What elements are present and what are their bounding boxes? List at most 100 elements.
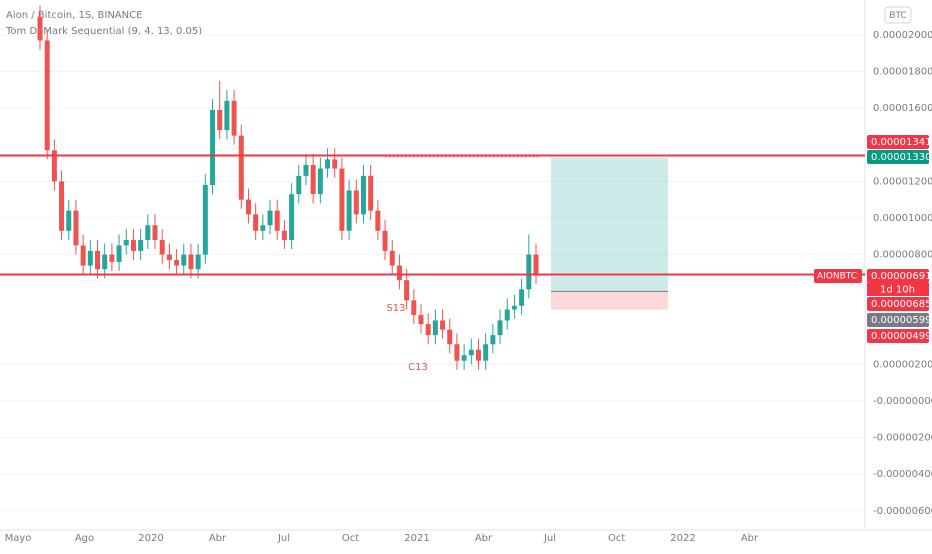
candle-body (310, 164, 316, 195)
candle-body (303, 164, 309, 176)
price-label-box (867, 269, 929, 283)
stop-zone (551, 291, 668, 310)
candle-body (123, 239, 129, 246)
candle-body (210, 109, 216, 186)
candle-body (382, 230, 388, 251)
price-label: 0.00001341 (871, 137, 931, 148)
x-tick-label: Jul (543, 533, 556, 544)
candle-body (425, 324, 431, 336)
candle-body (468, 349, 474, 356)
symbol-label: AIONBTC (817, 272, 857, 282)
candle-body (375, 210, 381, 231)
candle-body (490, 335, 496, 345)
candle-body (145, 225, 151, 240)
candle-body (181, 254, 187, 266)
candle-body (511, 305, 517, 310)
y-tick-label: 0.00001000 (873, 213, 932, 224)
price-label: 0.00000691 (871, 271, 931, 282)
x-tick-label: Abr (209, 533, 227, 544)
currency-badge-box[interactable] (884, 6, 912, 24)
price-label-box (867, 313, 929, 327)
candle-body (533, 254, 539, 275)
candle-body (37, 16, 43, 41)
candle-body (440, 320, 446, 330)
candle-body (260, 225, 266, 231)
candle-body (519, 289, 525, 306)
candle-body (411, 300, 417, 315)
countdown-box (867, 283, 929, 296)
candle-body (202, 185, 208, 255)
candle-body (159, 239, 165, 255)
price-label-box (867, 329, 929, 343)
price-label: 0.00000499 (871, 331, 931, 342)
y-tick-label: 0.00001600 (873, 103, 932, 114)
candle-body (44, 40, 50, 151)
candle-body (418, 314, 424, 325)
candle-body (238, 135, 244, 200)
y-tick-label: -0.00000400 (873, 469, 932, 480)
x-tick-label: 2020 (138, 533, 163, 544)
price-label: 0.00000599 (871, 315, 931, 326)
candle-body (454, 344, 460, 361)
candle-body (80, 245, 86, 266)
candle-body (475, 349, 481, 361)
x-tick-label: Oct (342, 533, 359, 544)
candle-body (317, 168, 323, 195)
candle-body (396, 265, 402, 281)
annotation: C13 (408, 362, 428, 373)
candle-body (231, 100, 237, 136)
y-tick-label: -0.00000200 (873, 433, 932, 444)
price-label: 0.00000685 (871, 299, 931, 310)
candle-body (339, 168, 345, 231)
candle-body (432, 320, 438, 336)
candle-body (404, 280, 410, 301)
candle-body (224, 100, 230, 131)
y-tick-label: 0.00000800 (873, 250, 932, 261)
candle-body (360, 175, 366, 215)
candle-body (346, 190, 352, 231)
price-label-box (867, 297, 929, 311)
x-tick-label: Abr (741, 533, 759, 544)
candle-body (483, 344, 489, 361)
currency-badge[interactable]: BTC (889, 11, 906, 21)
y-tick-label: 0.00000200 (873, 359, 932, 370)
candle-body (389, 250, 395, 266)
indicator-name: Tom DeMark Sequential (9, 4, 13, 0.05) (5, 26, 202, 37)
x-tick-label: Jul (277, 533, 290, 544)
candle-body (274, 210, 280, 231)
candle-body (95, 250, 101, 270)
candle-body (267, 210, 273, 226)
candle-body (116, 245, 122, 262)
candle-body (289, 194, 295, 240)
candle-body (87, 250, 93, 266)
candle-body (152, 225, 158, 240)
target-zone (551, 157, 668, 292)
y-tick-label: 0.00001200 (873, 176, 932, 187)
candle-body (174, 260, 180, 266)
candle-body (109, 254, 115, 262)
x-tick-label: Oct (608, 533, 625, 544)
price-label-box (867, 150, 929, 164)
candle-body (138, 239, 144, 251)
candle-body (447, 329, 453, 345)
candle-body (296, 175, 302, 195)
candle-body (73, 210, 79, 246)
candle-body (188, 254, 194, 270)
candle-body (497, 320, 503, 336)
candle-body (59, 181, 65, 231)
x-tick-label: 2022 (670, 533, 695, 544)
x-tick-label: Mayo (5, 533, 32, 544)
price-label-box (867, 135, 929, 149)
candle-body (66, 210, 72, 231)
candle-body (281, 230, 287, 240)
chart-title: Aion / Bitcoin, 1S, BINANCE (6, 10, 142, 21)
candle-body (166, 254, 172, 261)
price-label: 0.00001330 (871, 152, 931, 163)
candle-body (130, 239, 136, 251)
candle-body (461, 355, 467, 361)
candle-body (325, 159, 331, 169)
candle-body (353, 190, 359, 215)
candle-body (217, 109, 223, 131)
